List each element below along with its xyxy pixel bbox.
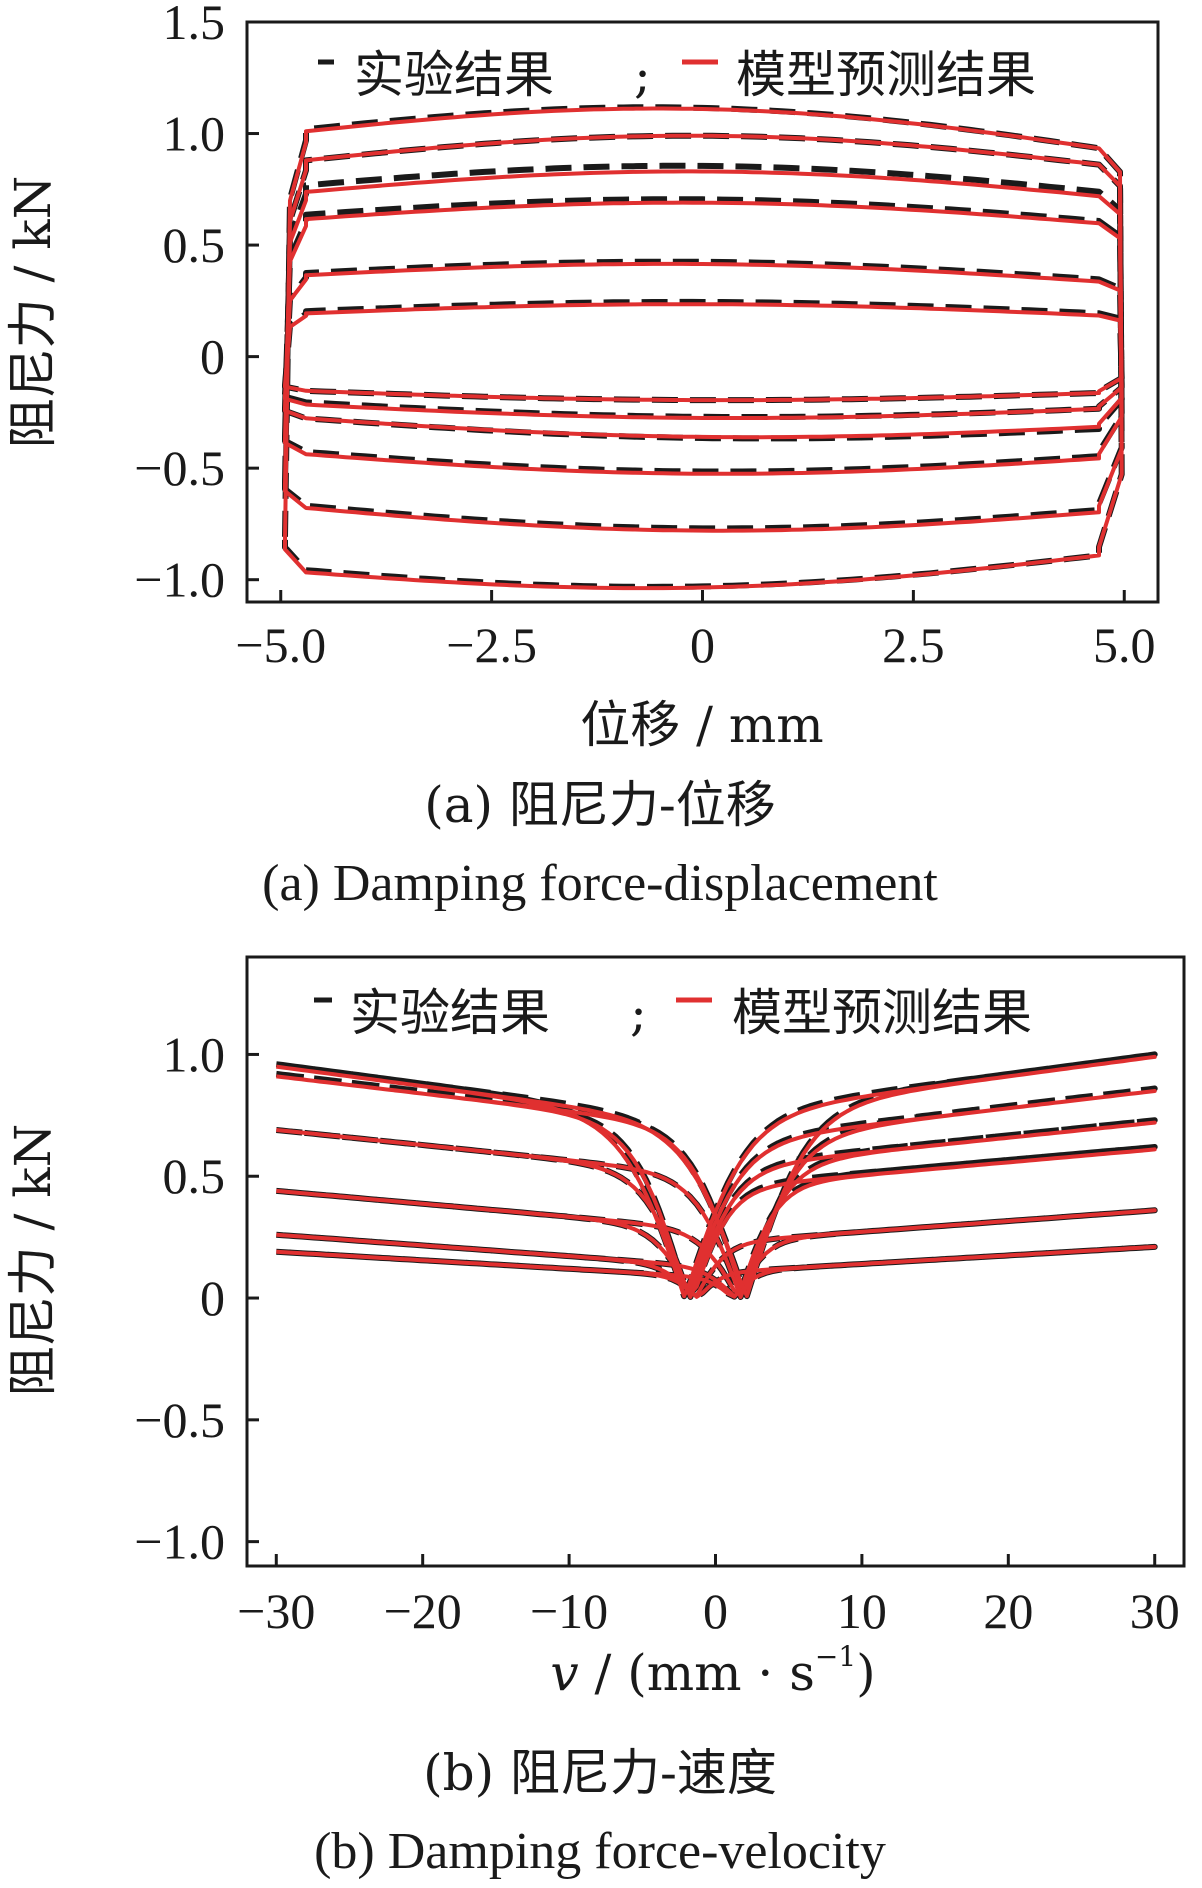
- panel-a-curves: [282, 104, 1125, 591]
- y-tick-label: 0: [200, 329, 225, 385]
- panel-b-caption-en: (b) Damping force-velocity: [314, 1823, 886, 1880]
- panel-b-legend: 实验结果 ; 模型预测结果: [314, 984, 1032, 1042]
- x-axis-unit-exponent: −1: [815, 1640, 856, 1673]
- x-tick-label: −30: [237, 1583, 315, 1639]
- panel-b-ticks: −30 −20 −10 0 10 20 30 −1.0 −0.5 0 0.5 1.0: [134, 1026, 1179, 1639]
- x-axis-unit-close: ): [856, 1644, 876, 1702]
- experiment-loop: [282, 298, 1125, 404]
- panel-a-caption-en: (a) Damping force-displacement: [262, 855, 938, 912]
- panel-a-legend: 实验结果 ; 模型预测结果: [318, 46, 1036, 104]
- x-tick-label: 5.0: [1093, 617, 1156, 673]
- panel-a-ticks: −5.0 −2.5 0 2.5 5.0 −1.0 −0.5 0 0.5 1.0 1.5: [134, 0, 1155, 673]
- panel-b-y-axis-label: 阻尼力 / kN: [4, 1124, 62, 1397]
- legend-experiment-label: 实验结果: [354, 46, 554, 104]
- model-loop: [276, 1244, 1157, 1299]
- y-tick-label: 1.0: [163, 1026, 226, 1082]
- panel-b-x-axis-label: v / (mm · s−1): [550, 1640, 875, 1702]
- model-loop: [276, 1054, 1157, 1299]
- y-tick-label: 0.5: [163, 1148, 226, 1204]
- x-axis-unit: / (mm · s: [579, 1644, 815, 1702]
- model-loop: [283, 106, 1124, 591]
- panel-b-caption-cn: (b) 阻尼力-速度: [423, 1744, 777, 1802]
- y-tick-label: −0.5: [134, 1392, 225, 1448]
- panel-b-curves: [275, 1051, 1158, 1300]
- y-tick-label: −1.0: [134, 1514, 225, 1570]
- legend-separator: ;: [634, 46, 651, 104]
- y-tick-label: 1.5: [163, 0, 226, 50]
- x-tick-label: 0: [703, 1583, 728, 1639]
- y-tick-label: 0.5: [163, 217, 226, 273]
- legend-model-label: 模型预测结果: [736, 46, 1036, 104]
- x-tick-label: −10: [530, 1583, 608, 1639]
- panel-a-y-axis-label: 阻尼力 / kN: [4, 176, 62, 449]
- model-loop: [283, 302, 1124, 403]
- x-tick-label: −5.0: [235, 617, 326, 673]
- model-loop: [276, 1120, 1157, 1299]
- x-tick-label: 20: [983, 1583, 1033, 1639]
- model-loop: [276, 1208, 1157, 1299]
- x-tick-label: 10: [837, 1583, 887, 1639]
- x-tick-label: −2.5: [446, 617, 537, 673]
- y-tick-label: 0: [200, 1270, 225, 1326]
- x-tick-label: 30: [1130, 1583, 1180, 1639]
- x-axis-variable: v: [550, 1644, 578, 1702]
- x-tick-label: −20: [384, 1583, 462, 1639]
- y-tick-label: 1.0: [163, 106, 226, 162]
- legend-model-label: 模型预测结果: [732, 984, 1032, 1042]
- panel-b-damping-force-velocity: −30 −20 −10 0 10 20 30 −1.0 −0.5 0 0.5 1.0 实验结果 ; 模…: [4, 955, 1186, 1880]
- legend-experiment-label: 实验结果: [350, 984, 550, 1042]
- x-tick-label: 2.5: [882, 617, 945, 673]
- experiment-loop: [275, 1070, 1158, 1292]
- legend-separator: ;: [630, 984, 647, 1042]
- panel-a-damping-force-displacement: −5.0 −2.5 0 2.5 5.0 −1.0 −0.5 0 0.5 1.0 1.5 实验结果 ;…: [4, 0, 1160, 912]
- y-tick-label: −1.0: [134, 552, 225, 608]
- panel-a-x-axis-label: 位移 / mm: [580, 696, 823, 754]
- model-loop: [276, 1147, 1157, 1296]
- x-tick-label: 0: [690, 617, 715, 673]
- panel-a-caption-cn: (a) 阻尼力-位移: [424, 776, 776, 834]
- y-tick-label: −0.5: [134, 440, 225, 496]
